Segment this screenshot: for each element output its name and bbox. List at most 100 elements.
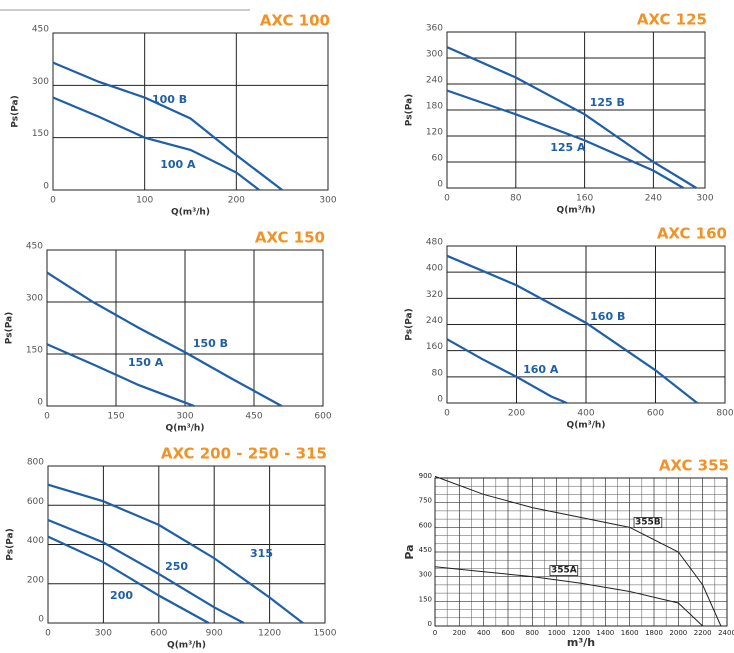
x-tick-label: 400 xyxy=(577,409,594,419)
y-tick-label: 600 xyxy=(419,521,432,529)
y-tick-label: 200 xyxy=(27,575,44,585)
series-label: 315 xyxy=(250,547,273,560)
y-tick-label: 0 xyxy=(43,182,49,192)
x-axis-label: m³/h xyxy=(567,636,595,649)
x-tick-label: 300 xyxy=(95,629,112,639)
plot-frame xyxy=(52,32,329,191)
x-tick-label: 80 xyxy=(510,194,522,204)
x-tick-label: 0 xyxy=(44,412,50,422)
chart-title: AXC 125 xyxy=(637,11,707,29)
y-tick-label: 0 xyxy=(428,620,432,628)
y-tick-label: 160 xyxy=(426,342,443,352)
curve xyxy=(47,483,304,624)
y-tick-label: 360 xyxy=(426,24,443,34)
x-axis-label: Q(m³/h) xyxy=(167,641,206,651)
y-tick-label: 0 xyxy=(437,395,443,405)
y-axis-label: Ps(Pa) xyxy=(6,528,16,560)
y-tick-label: 450 xyxy=(32,25,49,35)
curve xyxy=(434,475,722,627)
x-tick-label: 150 xyxy=(107,412,124,422)
chart-title: AXC 355 xyxy=(659,457,729,475)
plot-frame xyxy=(47,465,326,624)
y-tick-label: 120 xyxy=(426,128,443,138)
plot-frame xyxy=(446,31,706,189)
y-tick-label: 80 xyxy=(432,368,444,378)
y-tick-label: 400 xyxy=(426,264,443,274)
x-tick-label: 1000 xyxy=(548,629,566,637)
y-tick-label: 240 xyxy=(426,316,443,326)
x-tick-label: 160 xyxy=(576,194,593,204)
x-tick-label: 0 xyxy=(50,196,56,206)
x-tick-label: 400 xyxy=(477,629,490,637)
y-tick-label: 600 xyxy=(27,497,44,507)
curve xyxy=(434,566,704,627)
series-label: 250 xyxy=(165,560,188,573)
series-label: 150 A xyxy=(128,356,164,369)
y-tick-label: 300 xyxy=(26,294,43,304)
x-tick-label: 300 xyxy=(319,196,336,206)
x-axis-label: Q(m³/h) xyxy=(166,424,205,434)
y-tick-label: 300 xyxy=(426,50,443,60)
label-box xyxy=(549,565,579,576)
x-tick-label: 0 xyxy=(433,629,437,637)
y-tick-label: 900 xyxy=(419,472,432,480)
series-label: 160 B xyxy=(590,310,625,323)
y-tick-label: 60 xyxy=(432,154,444,164)
y-axis-label: Pa xyxy=(403,544,416,559)
y-tick-label: 750 xyxy=(419,497,432,505)
y-axis-label: Ps(Pa) xyxy=(405,94,415,126)
x-tick-label: 0 xyxy=(444,409,450,419)
x-tick-label: 900 xyxy=(206,629,223,639)
x-tick-label: 1800 xyxy=(645,629,663,637)
x-tick-label: 450 xyxy=(245,412,262,422)
series-label: 160 A xyxy=(523,363,559,376)
x-axis-label: Q(m³/h) xyxy=(557,206,596,216)
x-tick-label: 800 xyxy=(716,409,733,419)
y-tick-label: 0 xyxy=(37,398,43,408)
y-tick-label: 450 xyxy=(26,242,43,252)
series-label: 100 B xyxy=(152,93,187,106)
curve xyxy=(52,61,283,191)
y-tick-label: 240 xyxy=(426,76,443,86)
x-axis-label: Q(m³/h) xyxy=(567,421,606,431)
x-tick-label: 200 xyxy=(508,409,525,419)
x-tick-label: 800 xyxy=(526,629,539,637)
x-tick-label: 1600 xyxy=(621,629,639,637)
series-label: 125 A xyxy=(550,141,586,154)
y-axis-label: Ps(Pa) xyxy=(5,312,15,344)
series-label: 150 B xyxy=(193,337,228,350)
x-tick-label: 240 xyxy=(645,194,662,204)
x-tick-label: 300 xyxy=(176,412,193,422)
curve xyxy=(446,89,685,189)
x-tick-label: 0 xyxy=(45,629,51,639)
x-tick-label: 0 xyxy=(444,194,450,204)
chart-title: AXC 100 xyxy=(260,12,330,30)
y-tick-label: 180 xyxy=(426,102,443,112)
x-axis-label: Q(m³/h) xyxy=(171,208,210,218)
chart-title: AXC 160 xyxy=(657,225,727,243)
curve xyxy=(52,96,260,191)
y-tick-label: 400 xyxy=(27,536,44,546)
y-tick-label: 300 xyxy=(419,571,432,579)
x-tick-label: 1200 xyxy=(258,629,281,639)
x-tick-label: 200 xyxy=(228,196,245,206)
x-tick-label: 200 xyxy=(453,629,466,637)
x-tick-label: 300 xyxy=(696,194,713,204)
curve xyxy=(47,535,210,624)
x-tick-label: 2200 xyxy=(694,629,712,637)
x-tick-label: 600 xyxy=(150,629,167,639)
y-tick-label: 300 xyxy=(32,77,49,87)
series-label: 125 B xyxy=(590,96,625,109)
curve xyxy=(446,46,697,189)
chart-title: AXC 200 - 250 - 315 xyxy=(161,445,327,463)
curve xyxy=(46,271,283,407)
x-tick-label: 1200 xyxy=(572,629,590,637)
x-tick-label: 100 xyxy=(136,196,153,206)
y-tick-label: 320 xyxy=(426,290,443,300)
y-tick-label: 450 xyxy=(419,546,432,554)
label-box xyxy=(633,517,663,528)
x-tick-label: 2400 xyxy=(718,629,734,637)
curve xyxy=(446,338,568,405)
series-label: 100 A xyxy=(160,158,196,171)
